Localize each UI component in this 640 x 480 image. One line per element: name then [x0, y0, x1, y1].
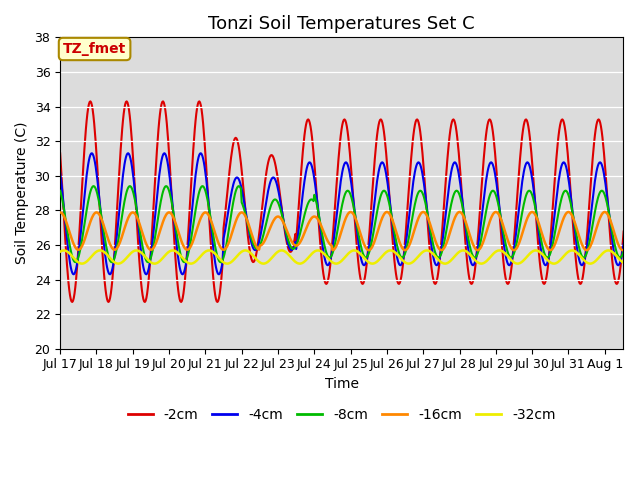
Line: -4cm: -4cm — [60, 153, 623, 274]
-4cm — [365, 241, 373, 247]
Legend: -2cm, -4cm, -8cm, -16cm, -32cm: -2cm, -4cm, -8cm, -16cm, -32cm — [122, 402, 561, 428]
Y-axis label: Soil Temperature (C): Soil Temperature (C) — [15, 122, 29, 264]
-4cm — [70, 271, 77, 277]
-32cm — [496, 248, 504, 253]
-16cm — [365, 247, 373, 253]
-8cm — [180, 259, 188, 265]
-32cm — [446, 259, 454, 264]
-8cm — [446, 209, 454, 215]
-2cm — [86, 98, 94, 104]
-4cm — [386, 199, 394, 205]
-8cm — [56, 188, 64, 194]
-8cm — [386, 204, 394, 210]
-16cm — [386, 212, 394, 217]
-2cm — [386, 201, 394, 206]
-16cm — [328, 247, 336, 253]
-4cm — [88, 150, 96, 156]
Line: -16cm: -16cm — [60, 212, 623, 250]
Line: -32cm: -32cm — [60, 251, 623, 264]
-32cm — [417, 252, 424, 257]
-2cm — [365, 228, 373, 234]
-4cm — [56, 169, 64, 175]
-16cm — [446, 231, 454, 237]
X-axis label: Time: Time — [324, 377, 358, 391]
-2cm — [180, 285, 188, 290]
-16cm — [179, 241, 186, 247]
-32cm — [365, 260, 373, 266]
-8cm — [90, 183, 97, 189]
-8cm — [496, 208, 504, 214]
-32cm — [180, 257, 188, 263]
Text: TZ_fmet: TZ_fmet — [63, 42, 126, 56]
-32cm — [56, 249, 64, 254]
-16cm — [56, 209, 64, 215]
-4cm — [446, 178, 454, 184]
-4cm — [417, 162, 424, 168]
-2cm — [417, 129, 424, 134]
Line: -2cm: -2cm — [60, 101, 623, 302]
-4cm — [620, 241, 627, 247]
-32cm — [60, 248, 68, 253]
-16cm — [620, 247, 627, 253]
Line: -8cm: -8cm — [60, 186, 623, 262]
-16cm — [417, 212, 424, 217]
-8cm — [417, 188, 424, 193]
-16cm — [347, 209, 355, 215]
-32cm — [386, 248, 394, 253]
-8cm — [365, 248, 373, 254]
-32cm — [78, 261, 86, 266]
-4cm — [180, 269, 188, 275]
-2cm — [620, 228, 627, 234]
Title: Tonzi Soil Temperatures Set C: Tonzi Soil Temperatures Set C — [208, 15, 475, 33]
-8cm — [620, 248, 627, 254]
-8cm — [72, 259, 79, 265]
-16cm — [496, 213, 504, 219]
-4cm — [496, 206, 504, 212]
-2cm — [68, 299, 76, 305]
-2cm — [496, 211, 504, 217]
-32cm — [620, 260, 627, 266]
-2cm — [446, 132, 454, 138]
-2cm — [56, 150, 64, 156]
